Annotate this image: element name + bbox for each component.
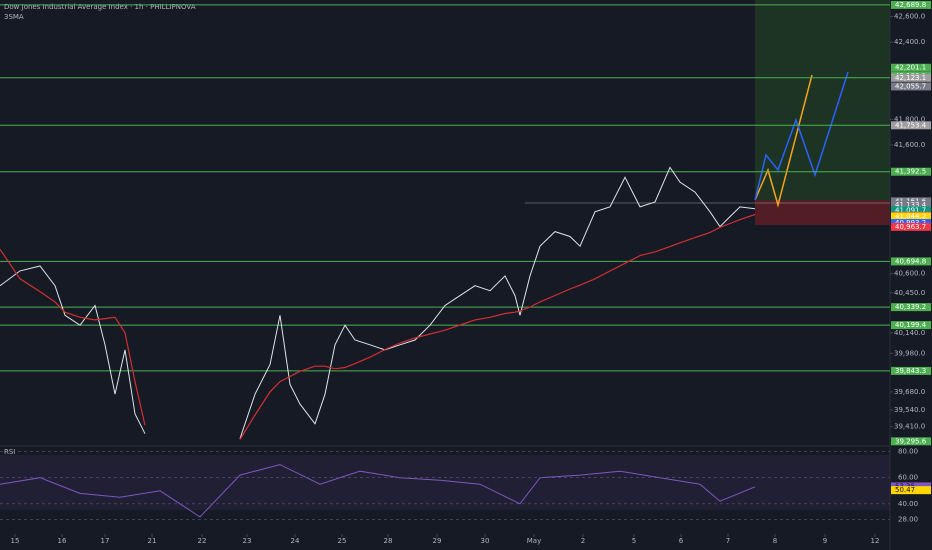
chart-title: Dow Jones Industrial Average Index · 1h … [4, 3, 196, 11]
rsi-label: RSI [4, 448, 15, 456]
price-label: 41,091.7 [895, 206, 926, 214]
price-label-box [891, 73, 931, 82]
projection-blue [754, 71, 849, 201]
rsi-tick-label: 80.00 [898, 448, 918, 456]
rsi-band [0, 455, 890, 510]
price-line [0, 248, 146, 426]
x-tick-label: 30 [481, 537, 490, 545]
price-label: 42,055.7 [895, 82, 926, 90]
price-label: 41,392.5 [895, 168, 926, 176]
y-tick-label: 41,800.0 [894, 115, 925, 123]
price-label: 40,199.4 [895, 321, 927, 329]
x-tick-label: 8 [773, 537, 777, 545]
price-line [239, 166, 756, 439]
price-label-box [891, 82, 931, 91]
x-tick-label: 22 [198, 537, 207, 545]
x-tick-label: 5 [632, 537, 636, 545]
price-label-box [891, 303, 931, 312]
x-tick-label: 7 [726, 537, 730, 545]
y-tick-label: 40,600.0 [894, 270, 925, 278]
price-label: 41,133.4 [895, 201, 927, 209]
indicator-label: 3SMA [4, 13, 24, 21]
rsi-tick-label: 60.00 [898, 474, 918, 482]
price-label: 40,694.8 [895, 257, 926, 265]
rsi-line [0, 464, 756, 518]
price-label-box [891, 167, 931, 176]
price-label-box [891, 321, 931, 330]
price-label: 40,963.7 [895, 223, 926, 231]
price-line [239, 213, 756, 440]
x-tick-label: 28 [384, 537, 393, 545]
price-label: 40,339.2 [895, 303, 926, 311]
x-tick-label: 15 [11, 537, 20, 545]
y-tick-label: 42,400.0 [894, 38, 925, 46]
y-tick-label: 39,980.0 [894, 349, 925, 357]
price-label-box [891, 366, 931, 375]
price-label-box [891, 63, 931, 72]
price-label-box [891, 0, 931, 9]
y-tick-label: 42,600.0 [894, 12, 925, 20]
price-label: 39,295.6 [895, 437, 927, 445]
y-tick-label: 39,680.0 [894, 388, 925, 396]
x-tick-label: 2 [581, 537, 585, 545]
rsi-value-box [891, 486, 931, 495]
price-label: 42,123.1 [895, 74, 926, 82]
x-tick-label: 9 [823, 537, 827, 545]
x-tick-label: 24 [291, 537, 300, 545]
price-label-box [891, 437, 931, 446]
y-tick-label: 39,410.0 [894, 423, 925, 431]
price-label-box [891, 121, 931, 130]
price-label-box [891, 257, 931, 266]
x-tick-label: 12 [871, 537, 880, 545]
x-tick-label: 25 [338, 537, 347, 545]
price-label: 42,201.1 [895, 64, 926, 72]
y-tick-label: 39,540.0 [894, 406, 925, 414]
price-label-box [891, 201, 931, 210]
price-label: 39,843.3 [895, 367, 926, 375]
price-label: 41,044.2 [895, 212, 926, 220]
y-tick-label: 40,450.0 [894, 289, 925, 297]
x-tick-label: 6 [679, 537, 684, 545]
x-tick-label: 16 [58, 537, 67, 545]
price-label: 41,753.4 [895, 121, 927, 129]
stop-zone [755, 200, 890, 225]
x-tick-label: May [527, 537, 541, 545]
y-tick-label: 40,140.0 [894, 329, 925, 337]
price-label: 42,689.8 [895, 1, 926, 9]
x-tick-label: 29 [433, 537, 442, 545]
price-line [0, 265, 146, 434]
x-tick-label: 17 [101, 537, 110, 545]
target-zone [755, 0, 890, 200]
x-tick-label: 21 [148, 537, 157, 545]
rsi-tick-label: 40.00 [898, 500, 918, 508]
x-tick-label: 23 [243, 537, 252, 545]
projection-orange [754, 74, 813, 208]
price-label-box [891, 212, 931, 221]
rsi-value-label: 50.47 [895, 486, 915, 494]
y-tick-label: 41,600.0 [894, 141, 925, 149]
price-label-box [891, 222, 931, 231]
rsi-tick-label: 28.00 [898, 516, 918, 524]
